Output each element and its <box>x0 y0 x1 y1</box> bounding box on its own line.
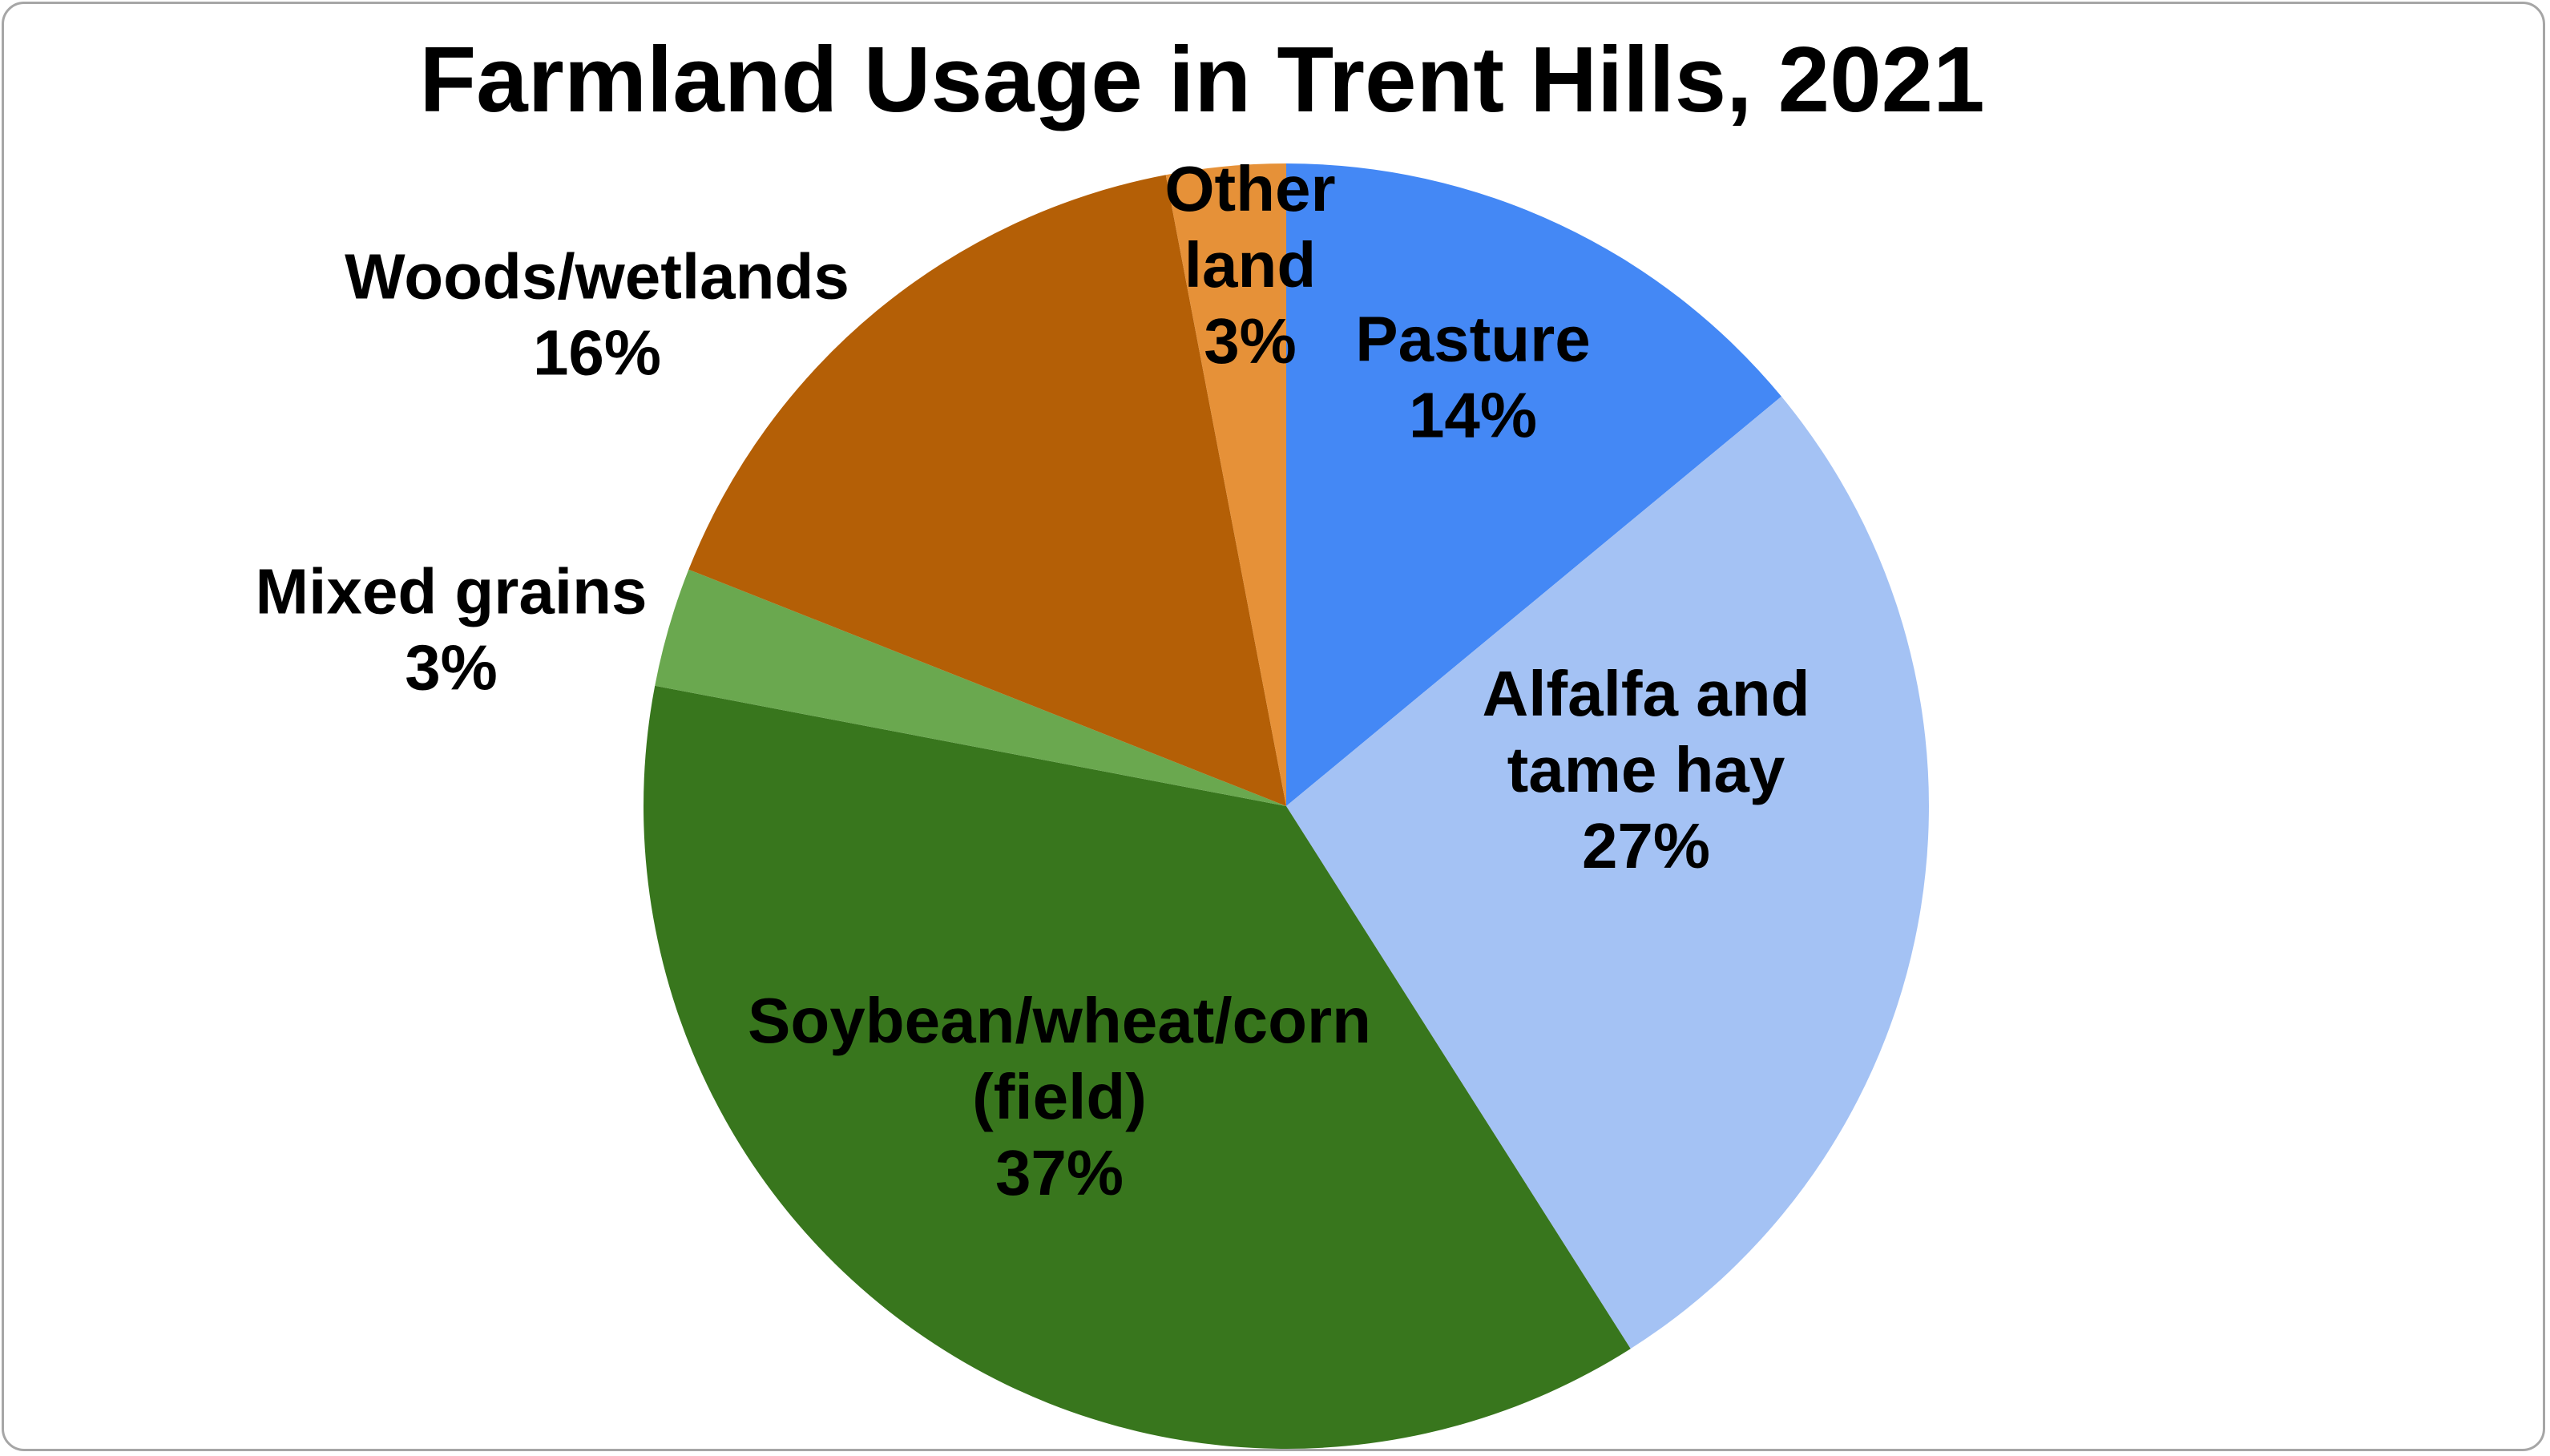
pie-slice-soybean-wheat-corn-field <box>644 685 1631 1449</box>
slice-label-alfalfa-and-tame-hay: Alfalfa and tame hay 27% <box>1483 658 1810 881</box>
chart-title: Farmland Usage in Trent Hills, 2021 <box>419 27 1985 131</box>
slice-name-line: tame hay <box>1507 734 1785 805</box>
slice-value-label: 16% <box>533 317 661 389</box>
pie-slice-pasture <box>1286 163 1781 806</box>
slice-name-line: (field) <box>972 1061 1147 1132</box>
pie-slice-other-land <box>1165 163 1286 806</box>
slice-name-line: land <box>1184 229 1316 300</box>
pie-slice-woods-wetlands <box>688 175 1286 806</box>
slice-name-line: Other <box>1164 153 1335 224</box>
slice-name-line: Mixed grains <box>255 556 647 627</box>
slice-value-label: 27% <box>1582 810 1710 881</box>
slice-label-mixed-grains: Mixed grains 3% <box>255 556 647 704</box>
slice-value-label: 14% <box>1409 380 1537 451</box>
pie-slices <box>644 163 1929 1449</box>
slice-name-line: Alfalfa and <box>1483 658 1810 729</box>
slice-label-other-land: Other land 3% <box>1164 153 1335 377</box>
slice-name-line: Woods/wetlands <box>345 241 849 313</box>
slice-value-label: 3% <box>405 632 498 704</box>
slice-name-line: Pasture <box>1355 304 1590 375</box>
slice-name-line: Soybean/wheat/corn <box>748 985 1371 1056</box>
slice-value-label: 3% <box>1204 305 1297 377</box>
slice-value-label: 37% <box>995 1137 1124 1208</box>
pie-slice-alfalfa-and-tame-hay <box>1286 396 1929 1349</box>
slice-labels: Pasture 14% Alfalfa and tame hay 27% Soybean/… <box>255 153 1810 1208</box>
slice-label-pasture: Pasture 14% <box>1355 304 1590 451</box>
slice-label-woods-wetlands: Woods/wetlands 16% <box>345 241 849 389</box>
slice-label-soybean-wheat-corn-field: Soybean/wheat/corn (field) 37% <box>748 985 1371 1208</box>
pie-slice-mixed-grains <box>655 569 1286 806</box>
